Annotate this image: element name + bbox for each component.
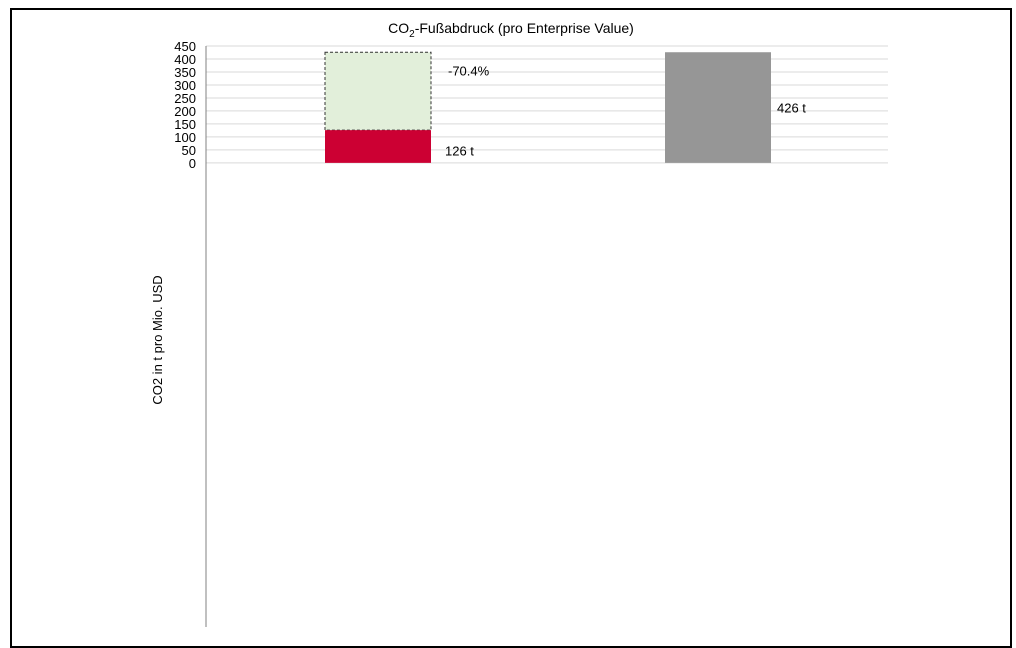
reduction-label: -70.4% [448,63,490,78]
y-tick-label: 400 [174,52,196,67]
bar-value-label: 126 t [445,143,474,158]
y-tick-label: 450 [174,39,196,54]
y-tick-label: 300 [174,78,196,93]
bar-value-label: 426 t [777,101,806,116]
bars: -70.4% 126 t 426 t [324,51,806,163]
y-tick-label: 250 [174,91,196,106]
grid-lines [206,45,888,164]
bar [325,130,431,163]
chart-title: CO2-Fußabdruck (pro Enterprise Value) [388,20,634,40]
y-tick-label: 100 [174,130,196,145]
bar [665,52,771,163]
y-tick-label: 0 [189,156,196,171]
y-axis-label: CO2 in t pro Mio. USD [150,275,165,404]
y-tick-label: 200 [174,104,196,119]
reduction-segment [324,51,432,131]
y-tick-label: 350 [174,65,196,80]
chart-frame: CO2-Fußabdruck (pro Enterprise Value) [10,8,1012,648]
y-tick-label: 150 [174,117,196,132]
y-tick-label: 50 [182,143,196,158]
